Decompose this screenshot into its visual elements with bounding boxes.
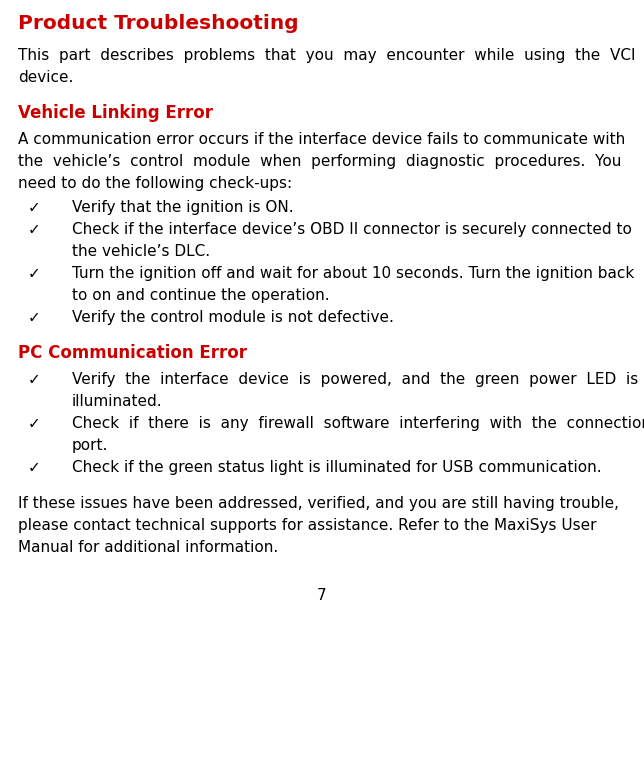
Text: port.: port. (72, 438, 108, 453)
Text: ✓: ✓ (28, 200, 41, 215)
Text: to on and continue the operation.: to on and continue the operation. (72, 288, 330, 303)
Text: ✓: ✓ (28, 266, 41, 281)
Text: Check if the interface device’s OBD II connector is securely connected to: Check if the interface device’s OBD II c… (72, 222, 632, 237)
Text: ✓: ✓ (28, 372, 41, 387)
Text: the  vehicle’s  control  module  when  performing  diagnostic  procedures.  You: the vehicle’s control module when perfor… (18, 154, 621, 169)
Text: Verify  the  interface  device  is  powered,  and  the  green  power  LED  is: Verify the interface device is powered, … (72, 372, 638, 387)
Text: 7: 7 (317, 588, 327, 603)
Text: Vehicle Linking Error: Vehicle Linking Error (18, 104, 213, 122)
Text: If these issues have been addressed, verified, and you are still having trouble,: If these issues have been addressed, ver… (18, 496, 619, 511)
Text: Verify the control module is not defective.: Verify the control module is not defecti… (72, 310, 394, 325)
Text: please contact technical supports for assistance. Refer to the MaxiSys User: please contact technical supports for as… (18, 518, 596, 533)
Text: ✓: ✓ (28, 222, 41, 237)
Text: Check if the green status light is illuminated for USB communication.: Check if the green status light is illum… (72, 460, 601, 475)
Text: Manual for additional information.: Manual for additional information. (18, 540, 278, 555)
Text: Product Troubleshooting: Product Troubleshooting (18, 14, 299, 33)
Text: This  part  describes  problems  that  you  may  encounter  while  using  the  V: This part describes problems that you ma… (18, 48, 636, 63)
Text: illuminated.: illuminated. (72, 394, 163, 409)
Text: Turn the ignition off and wait for about 10 seconds. Turn the ignition back: Turn the ignition off and wait for about… (72, 266, 634, 281)
Text: Check  if  there  is  any  firewall  software  interfering  with  the  connectio: Check if there is any firewall software … (72, 416, 644, 431)
Text: ✓: ✓ (28, 460, 41, 475)
Text: device.: device. (18, 70, 73, 85)
Text: ✓: ✓ (28, 310, 41, 325)
Text: Verify that the ignition is ON.: Verify that the ignition is ON. (72, 200, 294, 215)
Text: PC Communication Error: PC Communication Error (18, 344, 247, 362)
Text: ✓: ✓ (28, 416, 41, 431)
Text: A communication error occurs if the interface device fails to communicate with: A communication error occurs if the inte… (18, 132, 625, 147)
Text: need to do the following check-ups:: need to do the following check-ups: (18, 176, 292, 191)
Text: the vehicle’s DLC.: the vehicle’s DLC. (72, 244, 210, 259)
